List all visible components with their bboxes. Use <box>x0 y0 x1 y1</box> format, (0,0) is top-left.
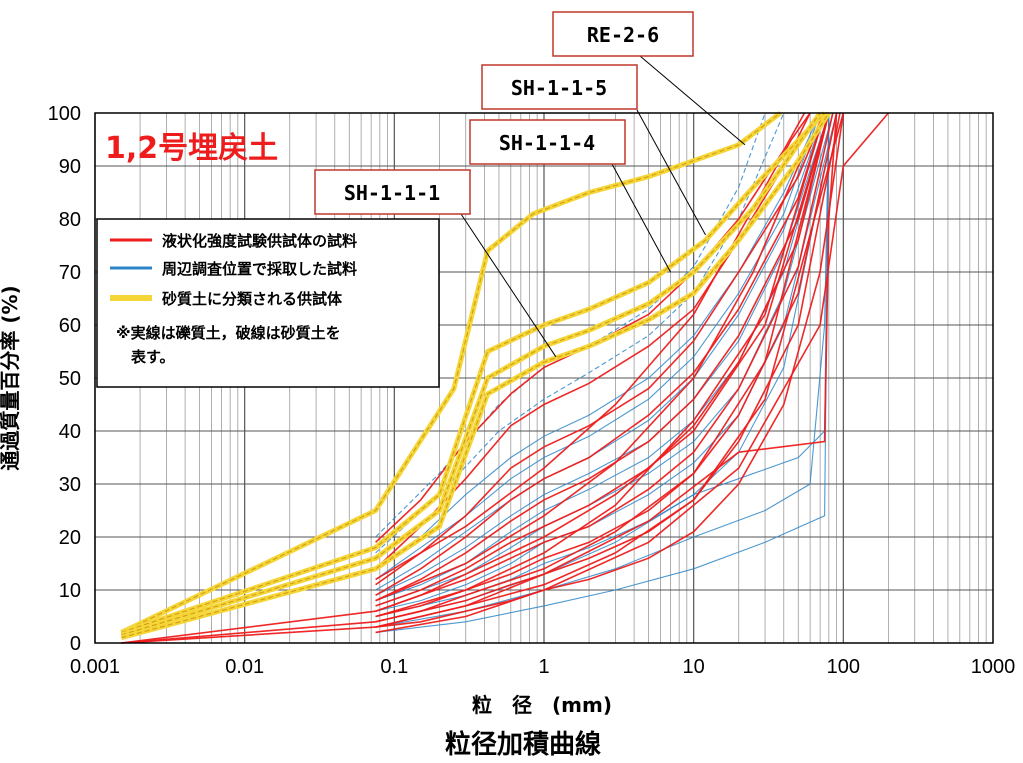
x-tick-label: 100 <box>827 656 860 678</box>
callout-leader-sh-1-1-4 <box>611 163 671 273</box>
series-line-red <box>375 112 890 634</box>
y-tick-label: 90 <box>59 156 81 178</box>
series-line-red <box>375 112 826 602</box>
series-line-yellow-dash <box>121 112 821 636</box>
callout-label-sh-1-1-5: SH-1-1-5 <box>511 76 607 100</box>
plot-frame <box>94 112 994 644</box>
y-tick-label: 20 <box>59 527 81 549</box>
x-tick-label: 10 <box>683 656 705 678</box>
callout-label-sh-1-1-1: SH-1-1-1 <box>344 181 440 205</box>
series-line-blue <box>375 112 830 633</box>
callout-box-sh-1-1-5 <box>481 64 638 110</box>
callout-label-re-2-6: RE-2-6 <box>587 23 659 47</box>
series-line-red <box>375 112 838 618</box>
series-line-blue <box>375 112 838 618</box>
legend-label-yellow: 砂質土に分類される供試体 <box>162 290 343 308</box>
series-line-yellow-dash <box>121 112 781 633</box>
panel-title: 1,2号埋戻土 <box>105 131 278 166</box>
series-line-red <box>375 112 826 586</box>
callout-leader-sh-1-1-1 <box>460 213 557 358</box>
series-line-yellow-dash <box>121 112 830 639</box>
callout-label-sh-1-1-4: SH-1-1-4 <box>499 131 595 155</box>
x-tick-label: 1 <box>538 656 549 678</box>
y-tick-label: 80 <box>59 209 81 231</box>
x-tick-label: 0.001 <box>70 656 120 678</box>
legend-label-red: 液状化強度試験供試体の試料 <box>162 232 357 250</box>
y-tick-label: 70 <box>59 262 81 284</box>
series-line-red <box>375 112 826 596</box>
x-tick-label: 0.1 <box>380 656 408 678</box>
callout-box-sh-1-1-4 <box>469 119 626 165</box>
x-axis-title: 粒 径 (mm) <box>472 693 612 717</box>
callouts: RE-2-6 SH-1-1-5 SH-1-1-4 SH-1-1-1 <box>314 11 746 358</box>
y-tick-label: 100 <box>48 103 81 125</box>
series-line-red <box>375 112 838 628</box>
y-tick-label: 60 <box>59 315 81 337</box>
y-tick-label: 10 <box>59 580 81 602</box>
series-line-red <box>375 112 841 623</box>
series-line-blue <box>375 112 821 580</box>
series-line-blue <box>375 112 821 570</box>
series-layer <box>120 111 890 644</box>
y-tick-label: 30 <box>59 474 81 496</box>
series-line-yellow-dash <box>121 112 826 633</box>
series-line-red <box>121 112 830 644</box>
chart-title: 粒径加積曲線 <box>445 729 601 760</box>
series-line-blue <box>375 112 830 628</box>
legend-note-line2: 表す。 <box>131 348 175 366</box>
series-line-red <box>121 112 830 644</box>
y-tick-labels: 0 10 20 30 40 50 60 70 80 90 100 <box>48 103 81 655</box>
legend: 液状化強度試験供試体の試料 周辺調査位置で採取した試料 砂質土に分類される供試体… <box>96 218 440 388</box>
callout-box-re-2-6 <box>552 11 694 57</box>
y-tick-label: 0 <box>70 633 81 655</box>
x-tick-label: 1000 <box>971 656 1016 678</box>
series-line-red <box>375 112 826 618</box>
y-tick-label: 40 <box>59 421 81 443</box>
legend-note-line1: ※実線は礫質土，破線は砂質土を <box>116 324 341 342</box>
series-line-red <box>375 112 834 612</box>
legend-box <box>96 218 440 388</box>
series-line-blue <box>375 112 830 596</box>
series-line-red <box>375 112 830 602</box>
series-line-red <box>375 112 830 607</box>
series-line-red <box>375 112 845 628</box>
callout-box-sh-1-1-1 <box>314 169 471 215</box>
x-tick-label: 0.01 <box>225 656 264 678</box>
y-axis-title: 通過質量百分率 (%) <box>0 285 22 470</box>
y-tick-label: 50 <box>59 368 81 390</box>
x-tick-labels: 0.001 0.01 0.1 1 10 100 1000 <box>70 656 1015 678</box>
legend-label-blue: 周辺調査位置で採取した試料 <box>162 260 357 278</box>
callout-leader-sh-1-1-5 <box>636 109 706 236</box>
callout-leader-re-2-6 <box>639 55 746 146</box>
